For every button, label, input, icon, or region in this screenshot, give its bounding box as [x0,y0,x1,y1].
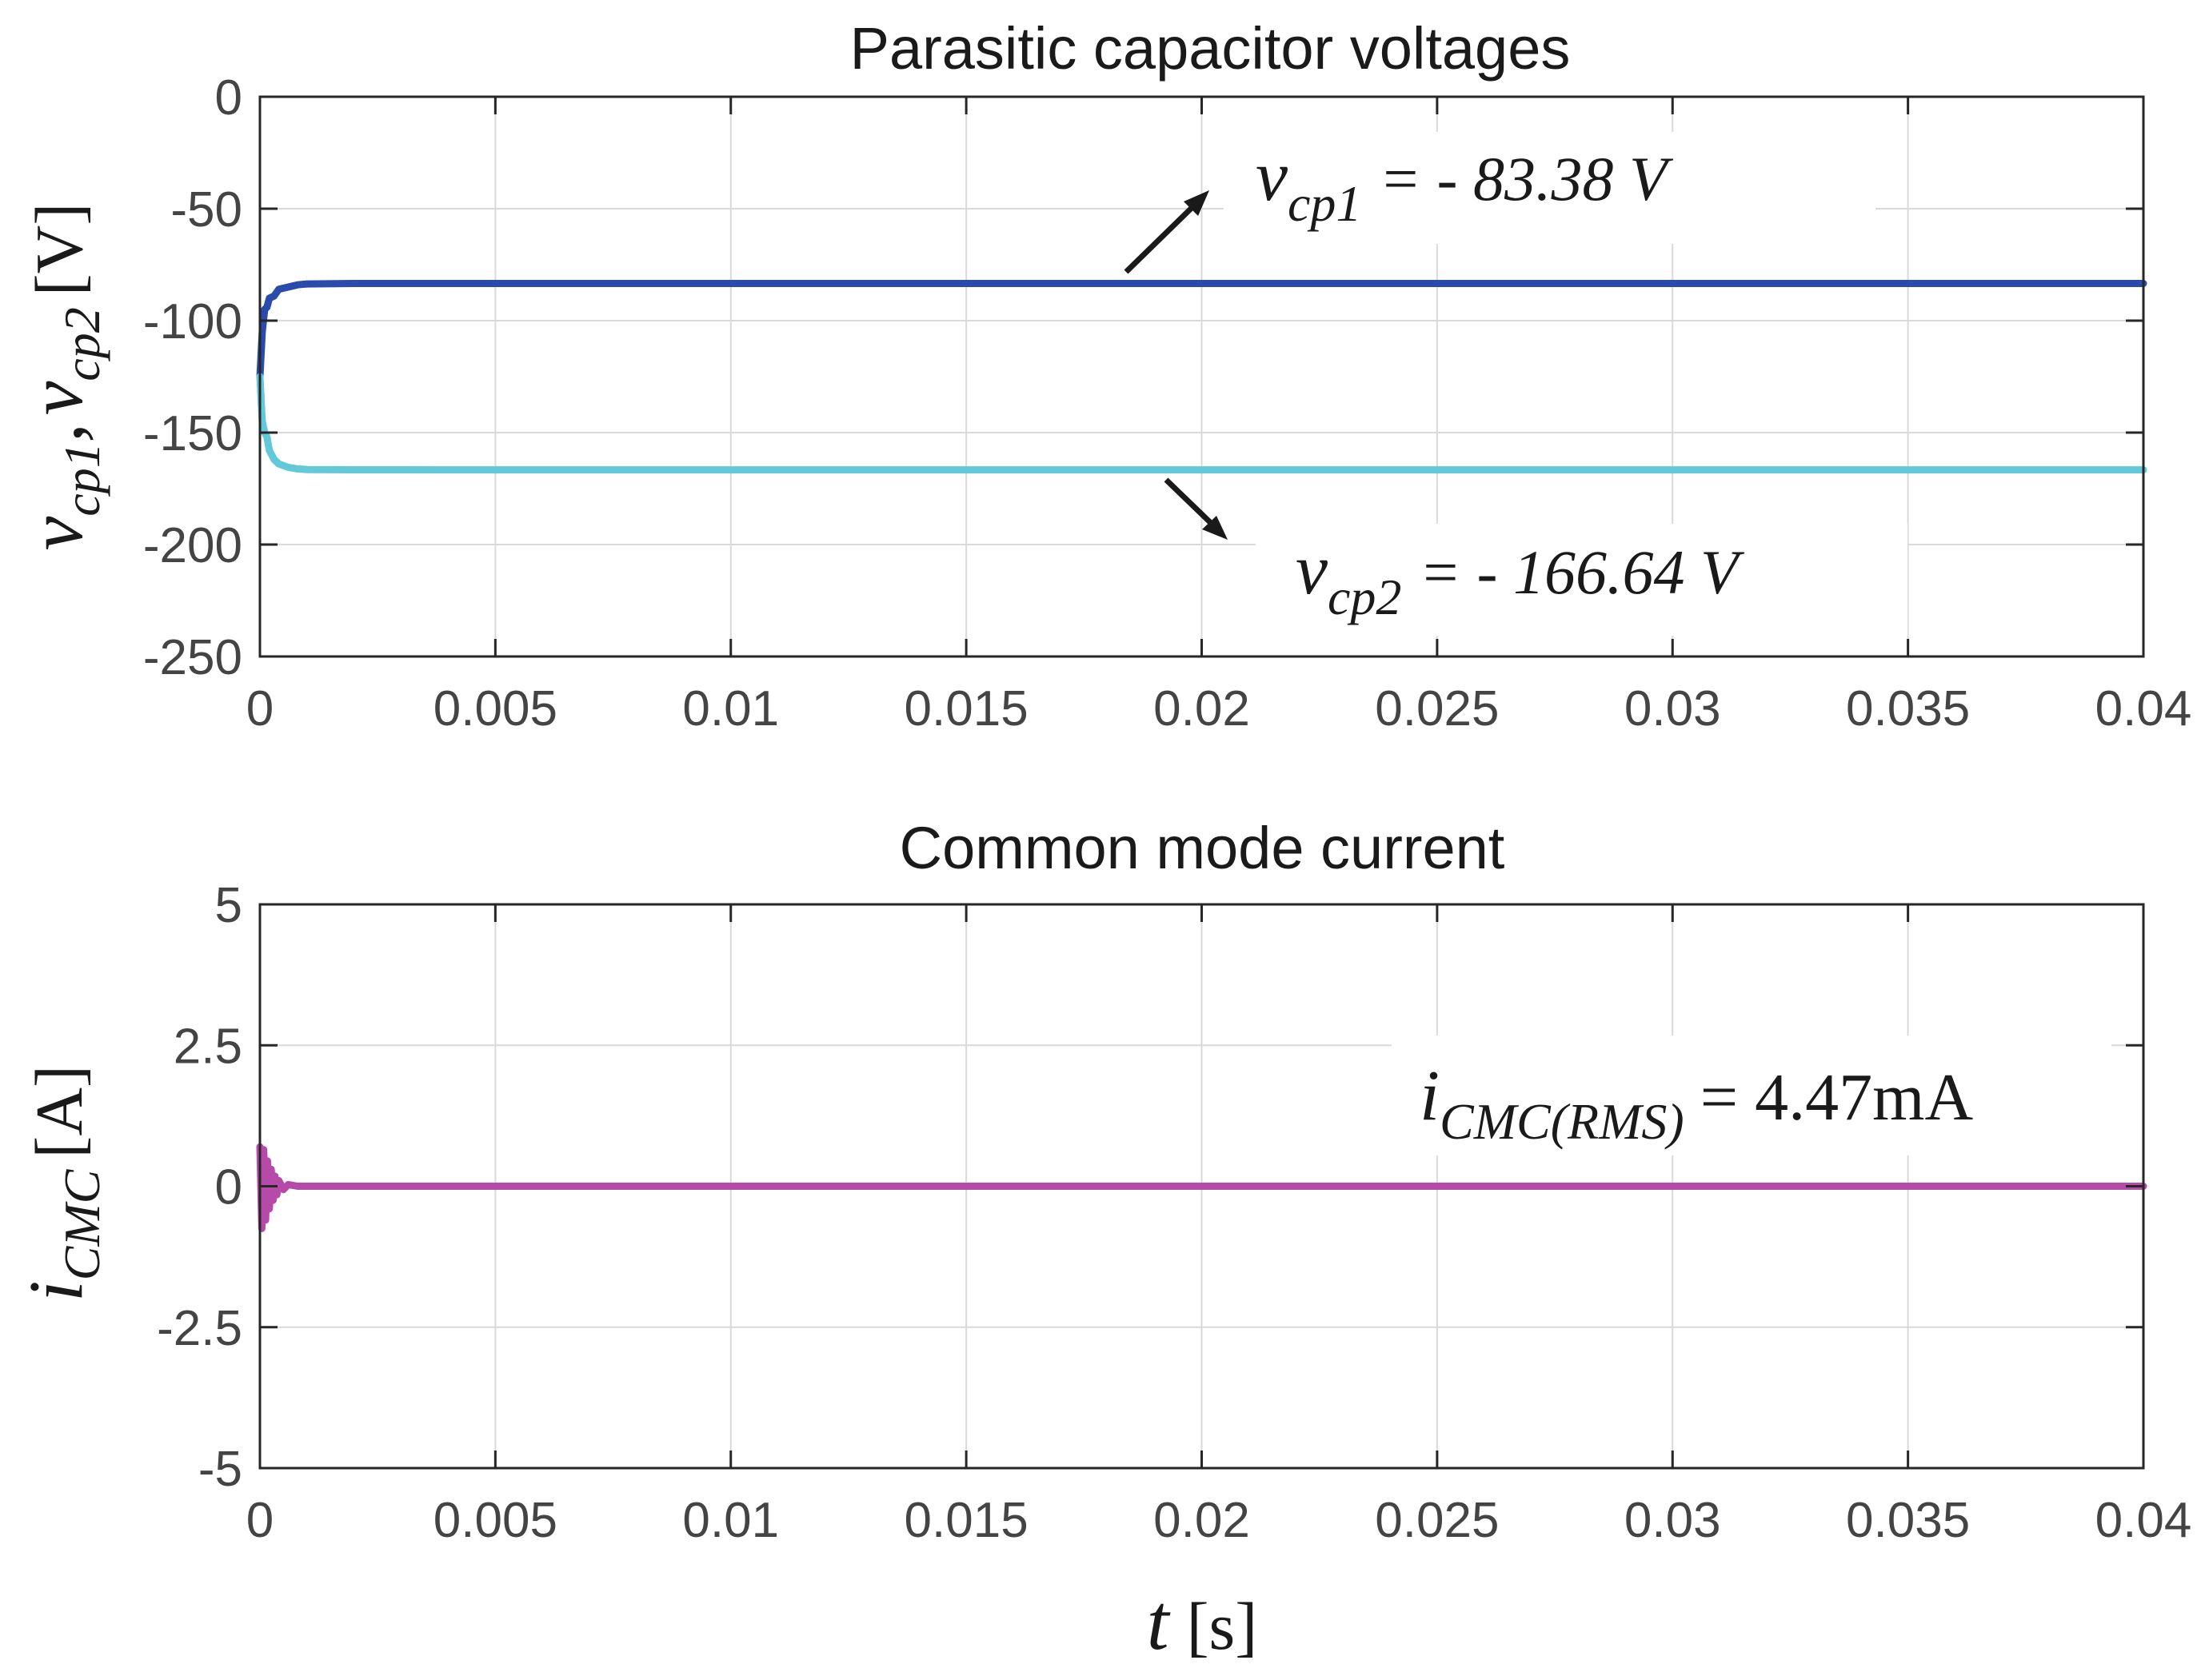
x-tick-label: 0.015 [905,1493,1029,1548]
x-tick-label: 0.04 [2095,681,2192,736]
xlabel-var: t [1147,1578,1171,1666]
ylabel-sub1: cp1 [54,442,110,516]
annotation-value: = 4.47mA [1700,1060,1974,1135]
y-tick-label: 2.5 [174,1019,242,1074]
ylabel-var2: v [13,381,98,415]
x-tick-label: 0.015 [905,681,1029,736]
x-tick-label: 0 [246,681,274,736]
annotation-var: v [1296,530,1328,609]
y-tick-labels: 5 2.5 0 -2.5 -5 [157,878,242,1497]
annotation-vcp1: vcp1 = - 83.38 V [1256,137,1674,232]
ticks [258,903,2145,1470]
series-group [256,280,2147,474]
y-tick-label: 5 [215,878,242,933]
annotation-value: = - 83.38 V [1379,144,1674,213]
y-tick-label: -150 [143,406,242,461]
annotation-background [1392,1036,2111,1155]
chart-common-mode-current: Common mode current 0 0.005 0.01 0.015 0.02 0… [13,815,2191,1666]
x-tick-label: 0.025 [1375,1493,1499,1548]
annotation-background [1256,524,1907,636]
ylabel-var: v [13,516,98,550]
ylabel-unit: [A] [22,1065,97,1159]
y-axis-label: iCMC [A] [13,1065,110,1302]
series-line-v-cp2 [256,373,2147,474]
x-tick-label: 0.005 [433,1493,557,1548]
annotation-vcp2: vcp2 = - 166.64 V [1296,530,1745,625]
annotation-sub: cp2 [1328,569,1401,625]
ylabel-unit: [V] [22,203,97,297]
arrow-vcp1 [1124,190,1209,274]
x-tick-label: 0.01 [682,1493,779,1548]
series-group [256,1143,2147,1232]
x-tick-label: 0.005 [433,681,557,736]
y-tick-label: -250 [143,630,242,685]
x-tick-label: 0.035 [1846,681,1970,736]
annotation-sub: cp1 [1288,175,1361,232]
annotation-icmc-rms: iCMC(RMS) = 4.47mA [1420,1056,1973,1150]
series-line-v-cp1 [256,280,2147,381]
annotation-value: = - 166.64 V [1419,537,1745,607]
y-tick-label: -200 [143,518,242,573]
xlabel-unit: [s] [1187,1590,1258,1664]
x-tick-labels: 0 0.005 0.01 0.015 0.02 0.025 0.03 0.035 0.04 [246,1493,2192,1548]
annotation-background [1224,132,1875,244]
x-axis-label: t [s] [1147,1578,1257,1666]
ylabel-sep: , [13,423,98,442]
y-tick-labels: 0 -50 -100 -150 -200 -250 [143,70,242,685]
ticks [258,95,2145,658]
x-tick-label: 0.03 [1624,1493,1721,1548]
y-axis-label: vcp1,vcp2[V] [13,203,110,551]
chart-title: Parasitic capacitor voltages [850,15,1571,82]
x-tick-label: 0.01 [682,681,779,736]
x-tick-labels: 0 0.005 0.01 0.015 0.02 0.025 0.03 0.035 0.04 [246,681,2192,736]
annotation-var: i [1420,1056,1440,1135]
series-line-i-cmc [256,1143,2147,1232]
arrow-vcp2 [1164,477,1228,540]
y-tick-label: 0 [215,1160,242,1215]
x-tick-label: 0.03 [1624,681,1721,736]
x-tick-label: 0.04 [2095,1493,2192,1548]
x-tick-label: 0.02 [1153,681,1250,736]
y-tick-label: -2.5 [157,1301,242,1356]
y-tick-label: -5 [198,1442,242,1497]
x-tick-label: 0.035 [1846,1493,1970,1548]
annotation-sub: CMC(RMS) [1440,1093,1684,1150]
x-tick-label: 0.02 [1153,1493,1250,1548]
y-tick-label: -50 [170,182,242,237]
chart-title: Common mode current [900,815,1505,881]
y-tick-label: -100 [143,294,242,349]
chart-parasitic-voltages: Parasitic capacitor voltages 0 0.005 0.01 0… [13,15,2191,736]
y-tick-label: 0 [215,70,242,126]
x-tick-label: 0.025 [1375,681,1499,736]
annotation-var: v [1256,137,1288,216]
x-tick-label: 0 [246,1493,274,1548]
ylabel-var: i [13,1280,98,1302]
ylabel-sub: CMC [54,1168,110,1280]
ylabel-sub2: cp2 [54,307,110,381]
